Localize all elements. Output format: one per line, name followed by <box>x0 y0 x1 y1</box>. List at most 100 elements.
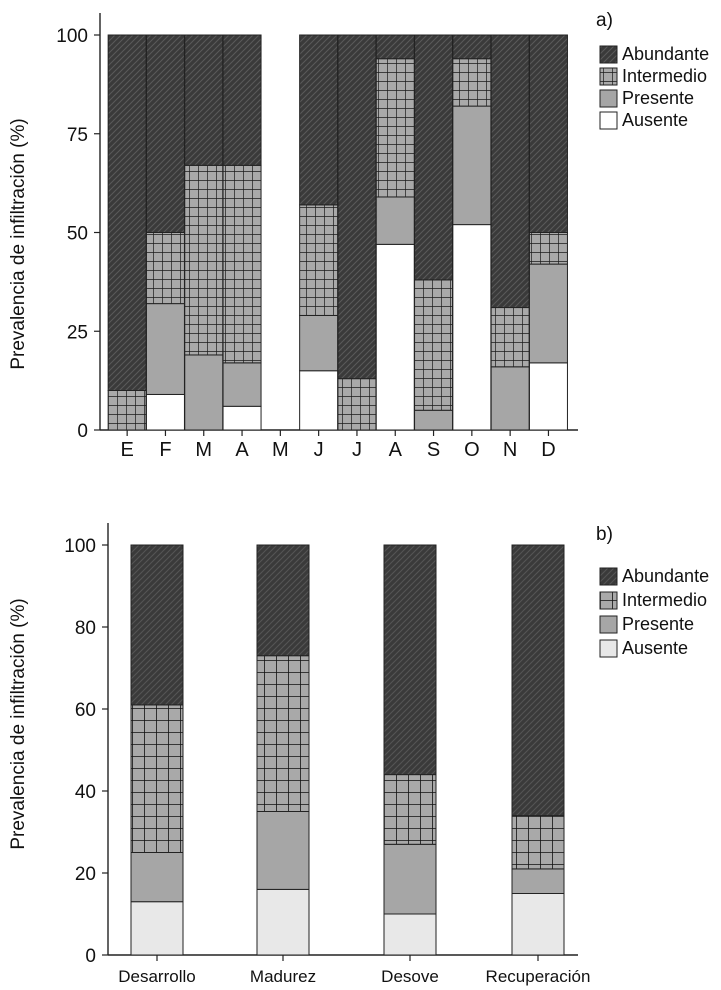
bar-segment-a-intermedio <box>222 164 262 364</box>
bar-segment-desove-abundante <box>383 544 437 776</box>
bar-segment-n-intermedio <box>490 307 530 368</box>
legend-swatch-intermedio <box>599 67 618 86</box>
x-tick-label: M <box>272 439 289 461</box>
legend-swatch-abundante <box>599 567 618 586</box>
legend-label-ausente: Ausente <box>622 110 688 130</box>
legend-swatch-ausente <box>599 111 618 130</box>
panel-label-a: a) <box>596 10 613 31</box>
axes-a: 0 25 50 75 100 E F M A M J J A S O N D <box>56 13 578 461</box>
legend-label-presente: Presente <box>622 88 694 108</box>
bar-segment-recuperacion-presente <box>511 868 565 895</box>
legend-swatch-presente <box>599 89 618 108</box>
legend-swatch-abundante <box>599 45 618 64</box>
y-tick-label: 100 <box>64 536 96 557</box>
x-tick-label: O <box>464 439 480 461</box>
legend-label-abundante: Abundante <box>622 566 709 586</box>
x-tick-label: F <box>159 439 171 461</box>
bar-segment-j-intermedio <box>337 378 377 431</box>
bar-segment-o-intermedio <box>452 58 492 107</box>
bar-segment-desarrollo-ausente <box>130 901 184 956</box>
x-tick-label: E <box>120 439 133 461</box>
x-tick-label: S <box>427 439 440 461</box>
bar-segment-o-abundante <box>452 34 492 60</box>
panel-a: Prevalencia de infiltración (%) a) 0 25 50… <box>8 10 709 461</box>
x-tick-label: Desarrollo <box>118 967 195 986</box>
bar-segment-a-ausente <box>222 405 262 431</box>
bar-segment-s-intermedio <box>414 279 454 411</box>
bar-segment-recuperacion-intermedio <box>511 815 565 870</box>
x-tick-label: J <box>314 439 324 461</box>
bar-segment-o-presente <box>452 105 492 226</box>
bar-segment-a-abundante <box>375 34 415 60</box>
bars-a <box>107 34 568 431</box>
bar-segment-desarrollo-presente <box>130 852 184 903</box>
bar-segment-f-intermedio <box>145 232 185 305</box>
x-tick-label: J <box>352 439 362 461</box>
bar-segment-madurez-ausente <box>256 888 310 956</box>
y-tick-label: 100 <box>56 26 88 47</box>
legend-label-intermedio: Intermedio <box>622 590 707 610</box>
bar-segment-m-intermedio <box>184 164 224 356</box>
bar-segment-a-presente <box>375 196 415 245</box>
bar-segment-j-ausente <box>299 370 339 431</box>
y-tick-label: 80 <box>75 618 96 639</box>
x-tick-label: M <box>195 439 212 461</box>
bar-segment-e-abundante <box>107 34 147 391</box>
bar-segment-n-presente <box>490 366 530 431</box>
y-tick-label: 60 <box>75 700 96 721</box>
bar-segment-desove-ausente <box>383 913 437 956</box>
bar-segment-desarrollo-abundante <box>130 544 184 706</box>
ylabel-a: Prevalencia de infiltración (%) <box>8 118 29 369</box>
bar-segment-madurez-intermedio <box>256 655 310 813</box>
bar-segment-f-presente <box>145 303 185 395</box>
bar-segment-recuperacion-abundante <box>511 544 565 817</box>
y-tick-label: 40 <box>75 782 96 803</box>
legend-label-ausente: Ausente <box>622 638 688 658</box>
bar-segment-j-presente <box>299 314 339 372</box>
bar-segment-d-abundante <box>528 34 568 233</box>
panel-label-b: b) <box>596 524 613 545</box>
legend-label-abundante: Abundante <box>622 44 709 64</box>
bar-segment-f-abundante <box>145 34 185 233</box>
legend-swatch-presente <box>599 615 618 634</box>
panel-b: Prevalencia de infiltración (%) b) 0 20 40… <box>8 523 709 986</box>
x-tick-label: Madurez <box>250 967 316 986</box>
y-tick-label: 25 <box>67 322 88 343</box>
bar-segment-j-abundante <box>299 34 339 206</box>
x-tick-label: D <box>541 439 555 461</box>
x-tick-label: Desove <box>381 967 439 986</box>
bar-segment-d-ausente <box>528 362 568 431</box>
x-tick-label: A <box>235 439 249 461</box>
bar-segment-m-abundante <box>184 34 224 166</box>
bar-segment-desarrollo-intermedio <box>130 704 184 854</box>
bar-segment-a-intermedio <box>375 58 415 198</box>
bar-segment-j-intermedio <box>299 204 339 316</box>
legend-swatch-ausente <box>599 639 618 658</box>
x-tick-label: N <box>503 439 517 461</box>
bar-segment-madurez-presente <box>256 811 310 890</box>
bar-segment-desove-intermedio <box>383 774 437 845</box>
legend-swatch-intermedio <box>599 591 618 610</box>
bar-segment-a-ausente <box>375 243 415 431</box>
legend-label-intermedio: Intermedio <box>622 66 707 86</box>
bar-segment-e-intermedio <box>107 390 147 431</box>
bar-segment-d-intermedio <box>528 232 568 265</box>
y-tick-label: 0 <box>77 421 88 442</box>
bar-segment-a-presente <box>222 362 262 407</box>
bar-segment-s-abundante <box>414 34 454 281</box>
legend-b: Abundante Intermedio Presente Ausente <box>599 566 709 658</box>
bar-segment-n-abundante <box>490 34 530 309</box>
bar-segment-f-ausente <box>145 393 185 431</box>
ylabel-b: Prevalencia de infiltración (%) <box>8 598 29 849</box>
legend-label-presente: Presente <box>622 614 694 634</box>
bar-segment-o-ausente <box>452 224 492 431</box>
bar-segment-desove-presente <box>383 843 437 915</box>
y-tick-label: 75 <box>67 125 88 146</box>
x-tick-label: A <box>389 439 403 461</box>
bars-b <box>130 544 565 956</box>
bar-segment-madurez-abundante <box>256 544 310 657</box>
bar-segment-m-presente <box>184 354 224 431</box>
y-tick-label: 0 <box>85 946 96 967</box>
